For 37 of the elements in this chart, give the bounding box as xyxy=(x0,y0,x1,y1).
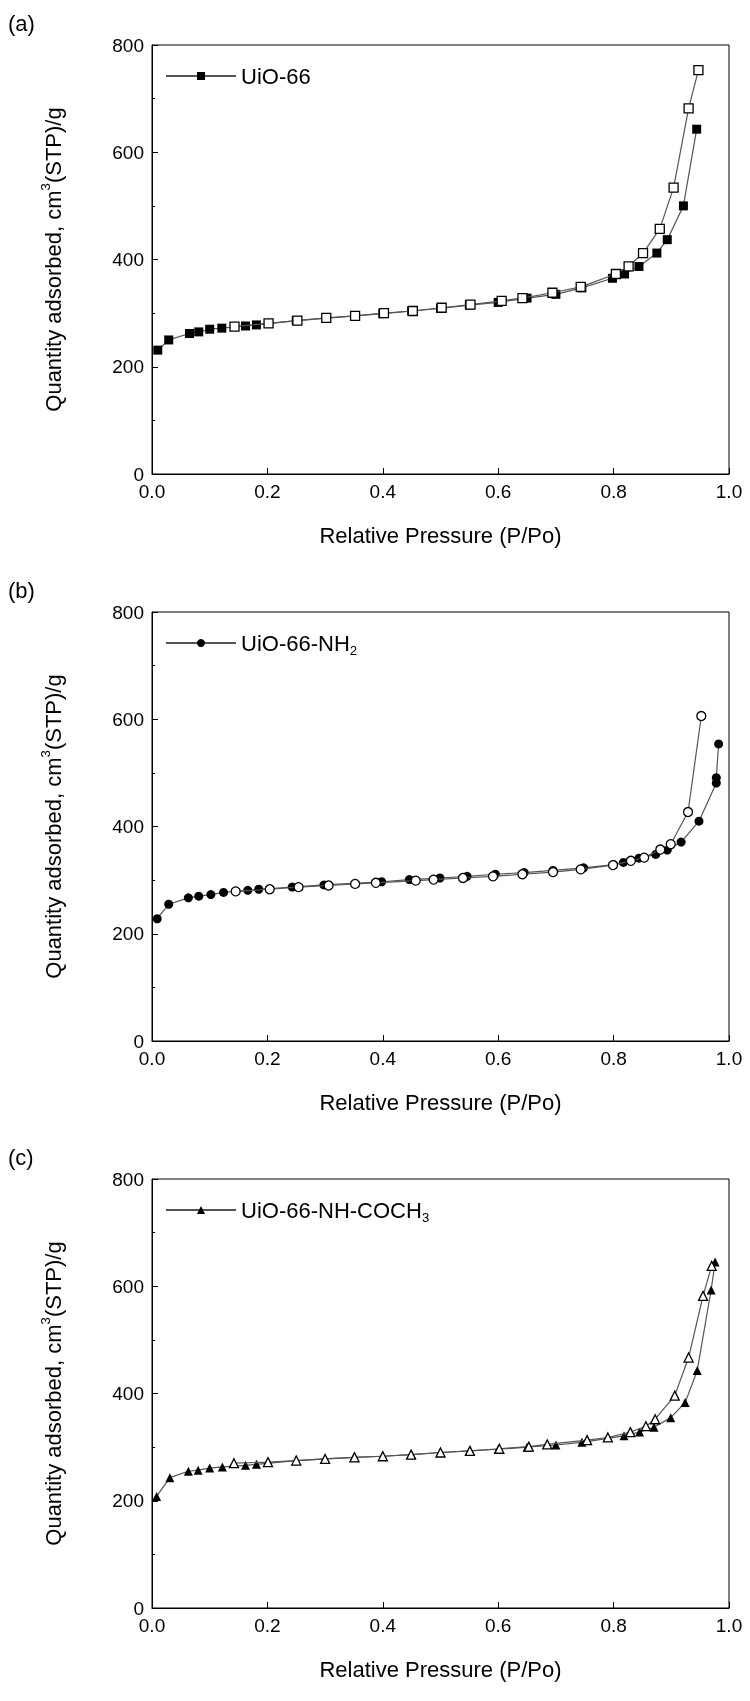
x-tick-label: 0.2 xyxy=(254,1048,281,1069)
y-tick-label: 600 xyxy=(112,708,144,730)
y-tick-label: 600 xyxy=(112,1275,144,1297)
y-axis-title: Quantity adsorbed, cm3(STP)/g xyxy=(37,1241,66,1546)
x-tick-label: 0.6 xyxy=(484,1048,512,1069)
y-axis-title: Quantity adsorbed, cm3(STP)/g xyxy=(37,674,66,979)
y-tick-label: 600 xyxy=(112,141,144,163)
y-tick-label: 800 xyxy=(112,1168,144,1190)
x-tick-label: 0.6 xyxy=(484,481,512,502)
y-tick-label: 200 xyxy=(112,923,144,945)
x-tick-label: 0.8 xyxy=(600,1615,627,1636)
x-tick-label: 0.4 xyxy=(369,1048,397,1069)
x-tick-label: 1.0 xyxy=(715,1615,743,1636)
text: (c) xyxy=(8,1144,34,1170)
x-tick-label: 1.0 xyxy=(715,481,743,502)
x-tick-label: 1.0 xyxy=(715,1048,743,1069)
y-tick-label: 200 xyxy=(112,356,144,378)
y-tick-label: 400 xyxy=(112,816,144,837)
y-tick-label: 800 xyxy=(112,34,144,56)
x-axis-title: Relative Pressure (P/Po) xyxy=(319,522,562,548)
x-tick-label: 0.4 xyxy=(369,1615,397,1636)
x-axis-title: Relative Pressure (P/Po) xyxy=(319,1656,562,1682)
y-tick-label: 400 xyxy=(112,249,144,270)
y-tick-label: 400 xyxy=(112,1383,144,1404)
legend-label: UiO-66 xyxy=(241,63,311,89)
x-tick-label: 0.8 xyxy=(600,1048,627,1069)
text: (a) xyxy=(8,10,35,36)
x-tick-label: 0.4 xyxy=(369,481,397,502)
x-tick-label: 0.8 xyxy=(600,481,627,502)
y-axis-title: Quantity adsorbed, cm3(STP)/g xyxy=(37,107,66,412)
y-tick-label: 800 xyxy=(112,601,144,623)
x-tick-label: 0.6 xyxy=(484,1615,512,1636)
x-tick-label: 0.2 xyxy=(254,1615,281,1636)
x-axis-title: Relative Pressure (P/Po) xyxy=(319,1089,562,1115)
x-tick-label: 0.2 xyxy=(254,481,281,502)
y-tick-label: 200 xyxy=(112,1490,144,1512)
text: (b) xyxy=(8,577,35,603)
